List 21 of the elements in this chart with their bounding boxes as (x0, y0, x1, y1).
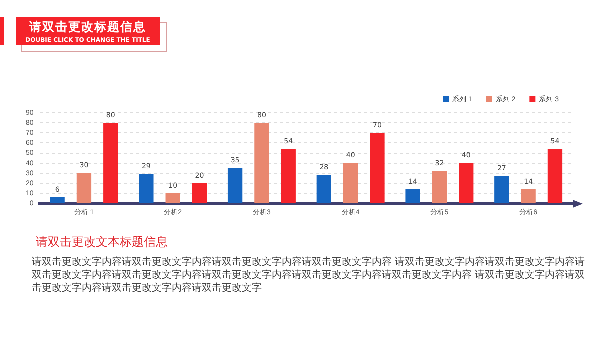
bar (521, 190, 536, 204)
bar (343, 163, 358, 204)
text: 请双击更改文本标题信息 (36, 234, 168, 251)
bar (254, 123, 270, 204)
text: 请双击更改文字内容请双击更改文字内容请双击更改文字内容请双击更改文字内容 请双击更改文字内容请双击更改文字内容请双击更改文字内容请双击更改文字内容请双击更改文字内容请双击更改文字内容请双击更改文字内容 请双击更改文字内容请双击更改文字内容请双击更改文字内容请双击更改文字 (32, 256, 586, 295)
bar (459, 163, 474, 204)
bar (316, 175, 332, 204)
bar (139, 174, 154, 204)
bar (406, 190, 420, 204)
bar (50, 198, 65, 204)
bar (166, 194, 180, 204)
chart-title: 请双击更改标题信息 (28, 19, 148, 36)
bar (370, 133, 385, 204)
bar (432, 171, 448, 204)
bar (548, 149, 563, 204)
bar (104, 123, 118, 204)
bar (281, 149, 296, 204)
bar (494, 176, 510, 204)
bar (228, 168, 243, 204)
bar (192, 183, 208, 204)
bar (76, 173, 92, 204)
